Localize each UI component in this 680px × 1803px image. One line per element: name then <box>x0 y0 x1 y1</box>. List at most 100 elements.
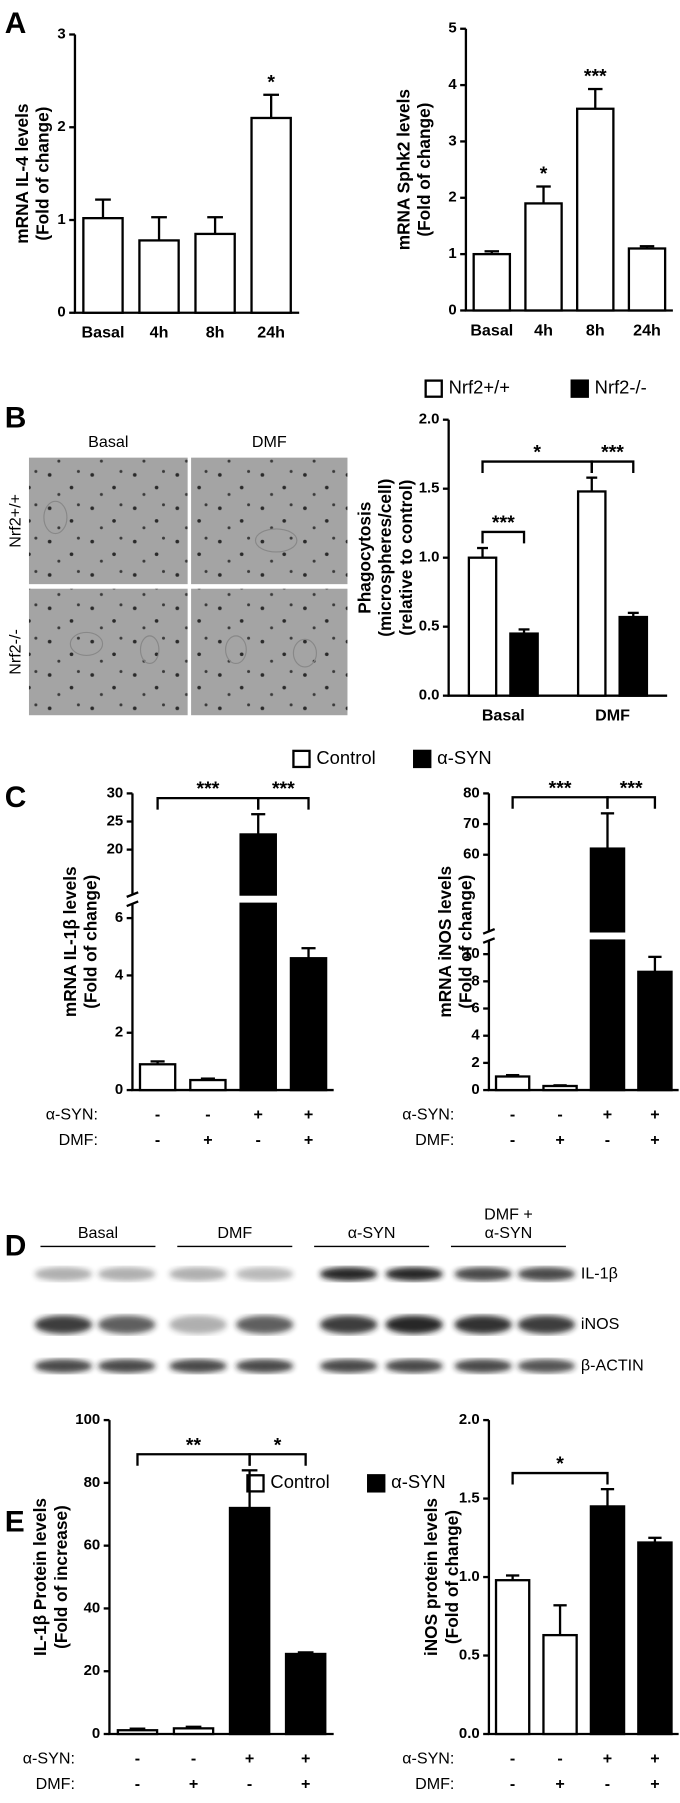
blot-band <box>454 1315 512 1334</box>
micrograph <box>28 457 188 585</box>
y-axis-label: mRNA IL-4 levels <box>12 104 32 244</box>
bar <box>576 107 615 312</box>
bar <box>239 902 277 1092</box>
y-tick-label: 0.0 <box>459 1725 480 1742</box>
y-tick-label: 30 <box>107 784 124 801</box>
significance-label: *** <box>197 778 220 800</box>
micrograph-grid: Basal DMF Nrf2+/+ Nrf2-/- <box>7 433 348 716</box>
condition-label: DMF: <box>415 1131 454 1149</box>
blot-band <box>517 1359 576 1373</box>
cell-outline <box>139 635 160 665</box>
y-tick-label: 60 <box>463 846 480 863</box>
panel-label: E <box>5 1505 25 1538</box>
bar <box>138 239 180 314</box>
y-tick-label: 2.0 <box>419 411 440 428</box>
y-axis-label: (Fold of change) <box>456 875 476 1009</box>
blot-band <box>97 1267 156 1281</box>
bar <box>576 490 607 697</box>
condition-label: DMF: <box>59 1131 98 1149</box>
condition-sign: + <box>650 1775 659 1793</box>
cell-outline <box>69 631 104 657</box>
significance-label: ** <box>186 1434 202 1456</box>
condition-sign: + <box>603 1750 612 1768</box>
y-tick-label: 6 <box>115 909 123 926</box>
bar <box>289 957 328 1092</box>
y-axis-label: (microspheres/cell) <box>375 479 395 637</box>
blot-row-label: β-ACTIN <box>581 1356 644 1374</box>
blot-band <box>97 1359 156 1373</box>
bar <box>589 939 626 1092</box>
condition-sign: + <box>650 1750 659 1768</box>
axis-break <box>126 891 139 898</box>
micrograph <box>191 588 348 716</box>
panel-label: A <box>5 7 27 40</box>
x-tick-label: 4h <box>150 324 169 342</box>
y-tick-label: 1.5 <box>459 1490 480 1507</box>
significance-bracket <box>156 796 260 810</box>
y-tick-label: 0 <box>115 1081 123 1098</box>
bar <box>467 556 498 697</box>
condition-label: α-SYN: <box>402 1106 454 1124</box>
y-tick-label: 40 <box>84 1599 101 1616</box>
lane-label: Basal <box>78 1224 118 1242</box>
significance-label: * <box>274 1434 282 1456</box>
significance-bracket <box>481 460 593 474</box>
cell-outline <box>292 638 318 668</box>
y-axis-label: IL-1β Protein levels <box>30 1498 50 1656</box>
condition-sign: + <box>254 1106 263 1124</box>
bar <box>524 202 563 312</box>
legend-swatch <box>367 1474 386 1493</box>
x-tick-label: 8h <box>206 324 225 342</box>
y-tick-label: 6 <box>471 999 479 1016</box>
blot-band <box>385 1267 443 1281</box>
axis-break <box>126 900 139 908</box>
cell-outline <box>43 500 68 535</box>
y-tick-label: 0 <box>448 301 456 318</box>
significance-bracket <box>481 530 526 544</box>
legend-label: Nrf2-/- <box>595 377 647 398</box>
significance-label: * <box>540 163 548 185</box>
blot-band <box>319 1359 378 1373</box>
bar <box>589 1505 626 1736</box>
y-axis-label: mRNA iNOS levels <box>435 866 455 1018</box>
y-tick-label: 3 <box>57 25 65 42</box>
condition-sign: - <box>510 1106 515 1124</box>
y-tick-label: 25 <box>107 812 124 829</box>
blot-band <box>319 1267 378 1281</box>
significance-label: * <box>556 1453 564 1475</box>
condition-sign: - <box>605 1775 610 1793</box>
y-tick-label: 2 <box>57 118 65 135</box>
legend-swatch <box>413 749 432 769</box>
y-axis-label: (Fold of increase) <box>51 1505 71 1649</box>
y-axis-label: mRNA Sphk2 levels <box>394 89 414 250</box>
y-tick-label: 0.0 <box>419 687 440 704</box>
y-tick-label: 8 <box>471 972 479 989</box>
blot-band <box>517 1267 576 1281</box>
micrograph-row-label: Nrf2+/+ <box>7 494 25 548</box>
lane-label: α-SYN <box>348 1224 396 1242</box>
significance-label: *** <box>620 777 643 799</box>
lane-label: α-SYN <box>485 1224 533 1242</box>
lane-label: DMF + <box>484 1206 533 1224</box>
blot-band <box>34 1315 93 1334</box>
y-axis-label: (Fold of change) <box>442 1510 462 1644</box>
y-tick-label: 0 <box>57 304 65 321</box>
y-tick-label: 0 <box>471 1081 479 1098</box>
legend-label: Control <box>316 747 375 768</box>
cell-outline <box>254 528 298 553</box>
condition-sign: - <box>605 1131 610 1149</box>
significance-label: * <box>267 71 275 93</box>
condition-sign: + <box>203 1131 212 1149</box>
blot-band <box>169 1359 227 1373</box>
micrograph <box>191 457 348 585</box>
bar <box>618 615 649 697</box>
blot-band <box>454 1359 512 1373</box>
condition-sign: + <box>650 1106 659 1124</box>
y-tick-label: 80 <box>463 784 480 801</box>
x-tick-label: Basal <box>482 707 525 725</box>
y-tick-label: 5 <box>448 20 456 37</box>
bar <box>542 1633 578 1736</box>
y-axis-label: mRNA IL-1β levels <box>60 866 80 1017</box>
micrograph-column-label: Basal <box>88 433 128 451</box>
